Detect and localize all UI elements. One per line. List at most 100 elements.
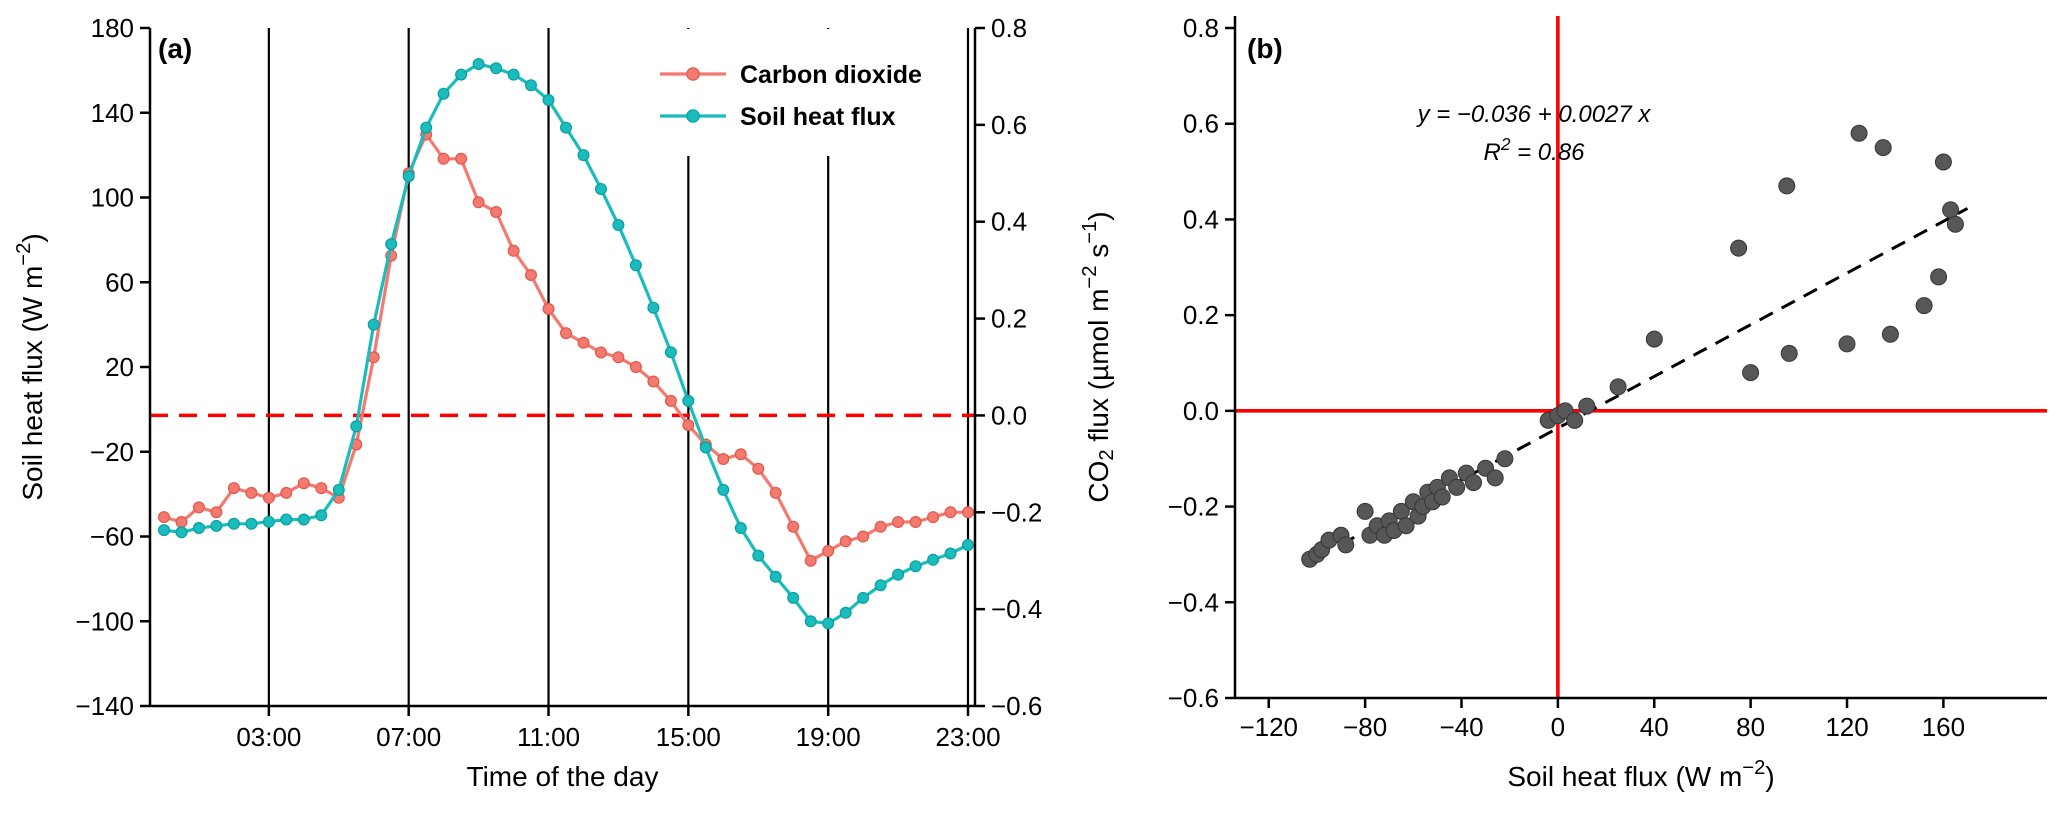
text-run: flux (µmol m [1083, 289, 1114, 450]
text-run: 120 [1825, 712, 1868, 742]
series-point-soil-heat-flux [315, 509, 328, 522]
scatter-point [1609, 378, 1627, 396]
series-point-soil-heat-flux [787, 591, 800, 604]
series-point-soil-heat-flux [664, 346, 677, 359]
series-point-carbon-dioxide [909, 515, 922, 528]
series-point-soil-heat-flux [559, 121, 572, 134]
scatter-point [1486, 469, 1504, 487]
y-left-tick-label: 60 [105, 267, 134, 297]
series-point-carbon-dioxide [227, 482, 240, 495]
x-tick-label: 40 [1640, 712, 1669, 742]
legend-background [646, 29, 958, 156]
y-left-tick-label: 20 [105, 352, 134, 382]
text-run: 100 [91, 183, 134, 213]
text-run: −40 [1439, 712, 1483, 742]
series-point-soil-heat-flux [857, 591, 870, 604]
series-point-soil-heat-flux [420, 121, 433, 134]
y-right-tick-label: 0.4 [991, 207, 1027, 237]
series-point-soil-heat-flux [874, 579, 887, 592]
scatter-point [1780, 344, 1798, 362]
panel-label-a: (a) [158, 33, 192, 64]
text-run: R [1483, 139, 1500, 166]
series-point-soil-heat-flux [455, 68, 468, 81]
text-run: 60 [105, 267, 134, 297]
text-run: 0.8 [1183, 13, 1219, 43]
text-run: −120 [1239, 712, 1298, 742]
series-point-carbon-dioxide [752, 462, 765, 475]
x-tick-label: 15:00 [656, 722, 721, 752]
series-point-soil-heat-flux [699, 441, 712, 454]
series-point-soil-heat-flux [892, 568, 905, 581]
series-point-soil-heat-flux [927, 553, 940, 566]
superscript-run: −1 [1079, 221, 1101, 244]
text-run: −0.6 [1168, 683, 1219, 713]
series-point-carbon-dioxide [961, 506, 974, 519]
series-point-carbon-dioxide [874, 520, 887, 533]
text-run: 0.0 [1183, 396, 1219, 426]
y-right-tick-label: 0.0 [991, 400, 1027, 430]
series-point-soil-heat-flux [909, 560, 922, 573]
text-run: 40 [1640, 712, 1669, 742]
series-point-soil-heat-flux [577, 149, 590, 162]
y-left-tick-label: −100 [75, 606, 134, 636]
text-run: −60 [90, 522, 134, 552]
text-run: y = −0.036 + 0.0027 x [1416, 101, 1652, 128]
scatter-point [1337, 536, 1355, 554]
text-run: −0.2 [1168, 492, 1219, 522]
y-left-tick-label: 100 [91, 183, 134, 213]
y-tick-label: −0.6 [1168, 683, 1219, 713]
series-point-soil-heat-flux [594, 183, 607, 196]
text-run: 20 [105, 352, 134, 382]
legend-marker-sample [686, 67, 700, 81]
y-axis-title: Soil heat flux (W m−2) [13, 233, 48, 500]
text-run: 0.2 [991, 304, 1027, 334]
series-point-soil-heat-flux [961, 538, 974, 551]
series-point-carbon-dioxide [927, 511, 940, 524]
scatter-point [1496, 450, 1514, 468]
text-run: −0.4 [991, 594, 1042, 624]
series-point-carbon-dioxide [892, 515, 905, 528]
scatter-point [1356, 502, 1374, 520]
y-right-tick-label: −0.6 [991, 691, 1042, 721]
series-point-soil-heat-flux [647, 301, 660, 314]
series-point-carbon-dioxide [839, 535, 852, 548]
series-point-soil-heat-flux [490, 62, 503, 75]
text-run: (b) [1247, 33, 1283, 64]
y-left-tick-label: −20 [90, 437, 134, 467]
series-point-carbon-dioxide [262, 491, 275, 504]
text-run: −20 [90, 437, 134, 467]
scatter-point [1946, 215, 1964, 233]
text-run: 15:00 [656, 722, 721, 752]
series-point-soil-heat-flux [717, 483, 730, 496]
text-run: Soil heat flux (W m [1507, 761, 1742, 792]
text-run: ) [1765, 761, 1774, 792]
series-point-soil-heat-flux [682, 394, 695, 407]
y-tick-label: 0.4 [1183, 204, 1219, 234]
series-point-soil-heat-flux [402, 170, 415, 183]
text-run: ) [1083, 211, 1114, 220]
x-tick-label: −40 [1439, 712, 1483, 742]
scatter-point [1915, 297, 1933, 315]
scatter-point [1850, 124, 1868, 142]
series-point-carbon-dioxide [769, 486, 782, 499]
legend-label: Soil heat flux [740, 103, 896, 131]
series-point-carbon-dioxide [455, 152, 468, 165]
x-tick-label: 120 [1825, 712, 1868, 742]
series-point-carbon-dioxide [629, 361, 642, 374]
y-left-tick-label: −140 [75, 691, 134, 721]
regression-equation: y = −0.036 + 0.0027 x [1416, 101, 1652, 128]
scatter-point [1730, 239, 1748, 257]
series-point-carbon-dioxide [559, 327, 572, 340]
series-point-carbon-dioxide [542, 302, 555, 315]
y-axis-title: CO2 flux (µmol m−2 s−1) [1079, 211, 1118, 502]
series-point-soil-heat-flux [752, 549, 765, 562]
x-tick-label: 03:00 [236, 722, 301, 752]
text-run: 19:00 [796, 722, 861, 752]
text-run: (a) [158, 33, 192, 64]
series-point-soil-heat-flux [210, 519, 223, 532]
series-point-carbon-dioxide [472, 196, 485, 209]
series-point-carbon-dioxide [682, 419, 695, 432]
y-left-tick-label: 180 [91, 13, 134, 43]
series-point-carbon-dioxide [944, 506, 957, 519]
